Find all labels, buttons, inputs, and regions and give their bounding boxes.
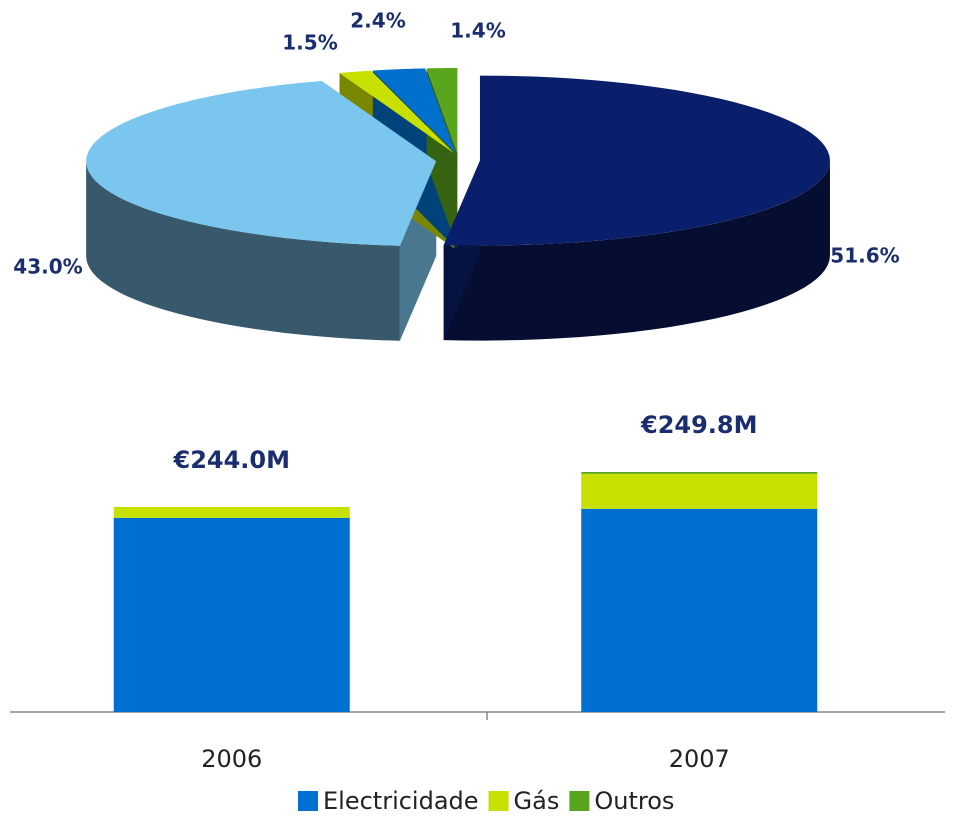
- pie-slice: [86, 80, 437, 246]
- pie-label: 51.6%: [830, 244, 899, 268]
- pie-label: 1.4%: [450, 19, 505, 43]
- legend-label: Electricidade: [323, 787, 479, 815]
- pie-slice: [443, 75, 830, 246]
- legend-swatch: [488, 791, 509, 811]
- pie-slice: [426, 68, 458, 154]
- legend-label: Outros: [594, 787, 674, 815]
- pie-label: 1.5%: [282, 31, 337, 55]
- x-tick-label: 2007: [669, 745, 730, 773]
- pie-label: 2.4%: [350, 9, 405, 33]
- x-tick-label: 2006: [201, 745, 262, 773]
- pie-slice: [372, 68, 456, 154]
- total-label: €244.0M: [173, 446, 291, 474]
- legend-swatch: [569, 791, 590, 811]
- bar-segment: [581, 472, 818, 474]
- pie-label: 43.0%: [13, 255, 82, 279]
- legend-swatch: [298, 791, 318, 811]
- bar-segment: [581, 508, 818, 712]
- pie-side: [443, 160, 830, 341]
- pie-slice: [339, 70, 455, 154]
- bar-segment: [113, 517, 350, 712]
- bar-segment: [581, 473, 818, 509]
- pie-side: [86, 161, 400, 341]
- total-label: €249.8M: [640, 411, 758, 439]
- bar-segment: [113, 506, 350, 518]
- legend-label: Gás: [514, 787, 560, 815]
